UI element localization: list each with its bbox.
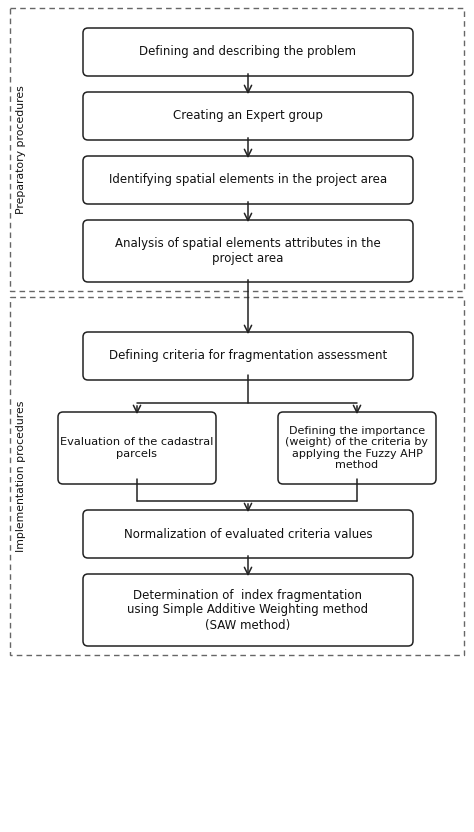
Text: Defining and describing the problem: Defining and describing the problem — [139, 46, 356, 58]
Text: Identifying spatial elements in the project area: Identifying spatial elements in the proj… — [109, 174, 387, 186]
Text: Preparatory procedures: Preparatory procedures — [16, 85, 26, 214]
Text: Evaluation of the cadastral
parcels: Evaluation of the cadastral parcels — [60, 437, 214, 458]
FancyBboxPatch shape — [58, 412, 216, 484]
FancyBboxPatch shape — [83, 92, 413, 140]
FancyBboxPatch shape — [83, 332, 413, 380]
Text: Defining criteria for fragmentation assessment: Defining criteria for fragmentation asse… — [109, 349, 387, 363]
FancyBboxPatch shape — [278, 412, 436, 484]
FancyBboxPatch shape — [83, 28, 413, 76]
FancyBboxPatch shape — [83, 156, 413, 204]
Text: Creating an Expert group: Creating an Expert group — [173, 110, 323, 122]
Text: Analysis of spatial elements attributes in the
project area: Analysis of spatial elements attributes … — [115, 237, 381, 265]
FancyBboxPatch shape — [83, 220, 413, 282]
FancyBboxPatch shape — [83, 574, 413, 646]
Text: Implementation procedures: Implementation procedures — [16, 400, 26, 552]
Text: Normalization of evaluated criteria values: Normalization of evaluated criteria valu… — [124, 527, 372, 541]
Text: Defining the importance
(weight) of the criteria by
applying the Fuzzy AHP
metho: Defining the importance (weight) of the … — [285, 426, 428, 470]
Text: Determination of  index fragmentation
using Simple Additive Weighting method
(SA: Determination of index fragmentation usi… — [128, 588, 369, 631]
FancyBboxPatch shape — [83, 510, 413, 558]
